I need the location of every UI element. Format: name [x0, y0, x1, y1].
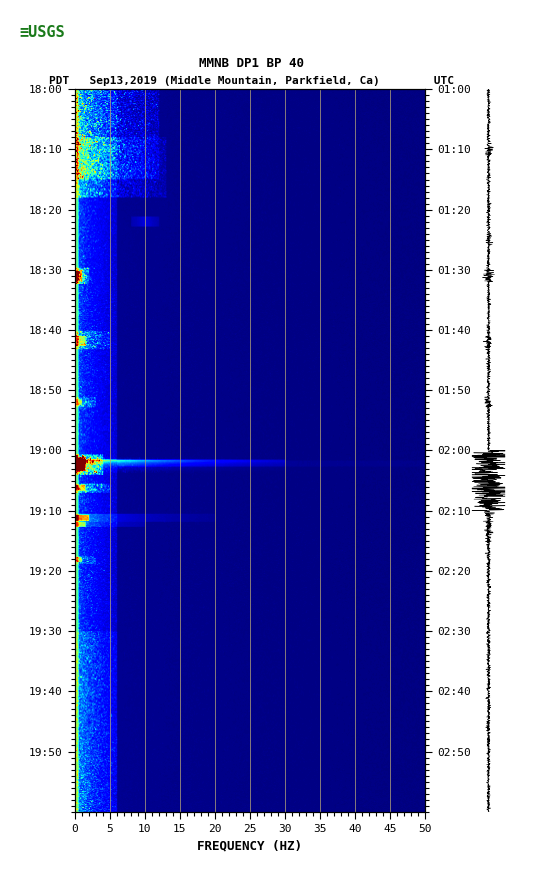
Text: PDT   Sep13,2019 (Middle Mountain, Parkfield, Ca)        UTC: PDT Sep13,2019 (Middle Mountain, Parkfie…	[49, 76, 454, 86]
Text: ≡USGS: ≡USGS	[19, 25, 65, 40]
Text: MMNB DP1 BP 40: MMNB DP1 BP 40	[199, 57, 304, 70]
X-axis label: FREQUENCY (HZ): FREQUENCY (HZ)	[197, 839, 302, 852]
